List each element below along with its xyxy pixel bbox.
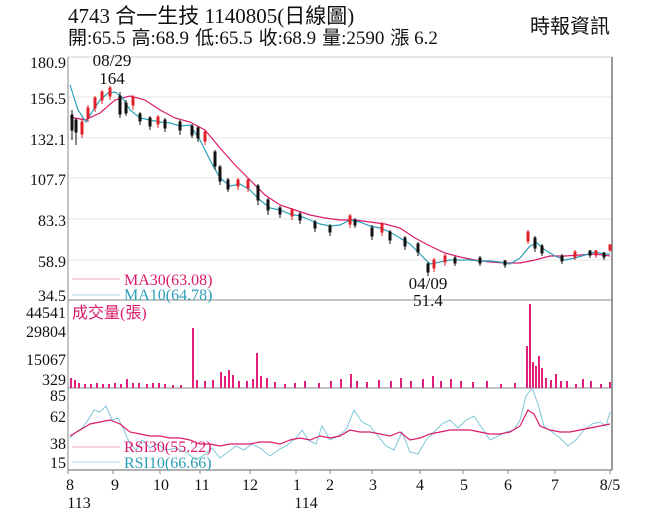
price-tick-4: 83.3	[38, 213, 66, 230]
low-value: 低:65.5	[195, 28, 253, 49]
x-tick-12: 8/5	[600, 477, 620, 494]
rsi30-line	[69, 409, 611, 447]
volume-tick-0: 44541	[26, 305, 66, 322]
x-tick-11: 7	[551, 477, 559, 494]
low-value-annotation: 51.4	[413, 291, 443, 310]
chart-title: 4743 合一生技 1140805(日線圖)	[68, 4, 355, 28]
volume-legend: 成交量(張)	[72, 304, 147, 322]
price-panel	[67, 56, 613, 471]
change-value: 漲 6.2	[390, 28, 438, 49]
rsi10-legend: RSI10(66.66)	[124, 455, 212, 472]
price-tick-3: 107.7	[30, 172, 66, 189]
ohlc-summary: 開:65.5 高:68.9 低:65.5 收:68.9 量:2590 漲 6.2	[68, 28, 444, 50]
rsi30-legend: RSI30(55.22)	[124, 439, 212, 456]
high-date-annotation: 08/29	[93, 51, 132, 70]
ma10-legend: MA10(64.78)	[124, 287, 212, 304]
price-tick-5: 58.9	[38, 254, 66, 271]
x-tick-8: 4	[416, 477, 424, 494]
x-tick-4: 12	[242, 477, 258, 494]
open-value: 開:65.5	[68, 28, 126, 49]
x-tick-5: 1	[293, 477, 301, 494]
low-date-annotation: 04/09	[409, 274, 448, 293]
x-tick-10: 6	[504, 477, 512, 494]
volume-tick-3: 329	[42, 372, 66, 389]
price-tick-6: 34.5	[38, 288, 66, 305]
volume-bars	[70, 304, 611, 388]
price-tick-1: 156.5	[30, 91, 66, 108]
x-tick-9: 5	[460, 477, 468, 494]
price-tick-2: 132.1	[30, 132, 66, 149]
price-tick-0: 180.9	[30, 55, 66, 72]
volume-value: 量:2590	[322, 28, 385, 49]
x-axis-ticks	[67, 470, 611, 474]
high-value-annotation: 164	[99, 69, 125, 88]
ma30-legend: MA30(63.08)	[124, 272, 212, 289]
x-tick-0: 8	[66, 477, 74, 494]
rsi-tick-0: 85	[50, 388, 66, 405]
x-tick-2: 10	[153, 477, 169, 494]
ma10-line	[69, 84, 610, 265]
high-value: 高:68.9	[131, 28, 190, 49]
candles	[70, 86, 612, 276]
rsi-tick-3: 15	[50, 455, 66, 472]
year-label-114: 114	[294, 495, 317, 512]
volume-tick-1: 29804	[26, 324, 66, 341]
ma30-line	[69, 95, 611, 264]
volume-tick-2: 15067	[26, 352, 66, 369]
x-tick-7: 3	[369, 477, 377, 494]
x-tick-1: 9	[111, 477, 119, 494]
year-label-113: 113	[67, 495, 90, 512]
rsi-tick-2: 38	[50, 436, 66, 453]
close-value: 收:68.9	[258, 28, 317, 49]
x-tick-6: 2	[326, 477, 334, 494]
source-label: 時報資訊	[530, 16, 610, 38]
rsi-tick-1: 62	[50, 409, 66, 426]
rsi-panel	[69, 386, 611, 463]
x-tick-3: 11	[194, 477, 209, 494]
